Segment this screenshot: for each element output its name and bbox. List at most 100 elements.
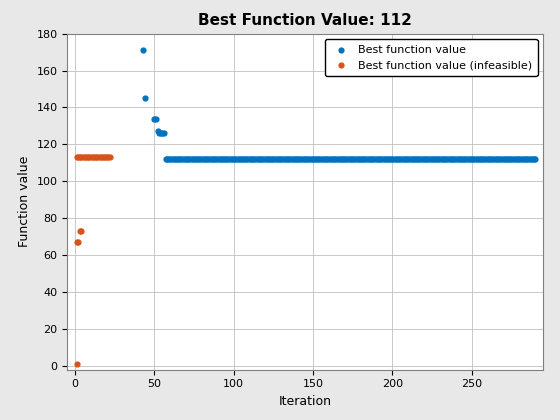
Best function value <box>244 156 253 163</box>
Best function value <box>255 156 264 163</box>
Best function value <box>488 156 497 163</box>
Best function value <box>263 156 272 163</box>
Best function value <box>497 156 506 163</box>
Best function value <box>251 156 260 163</box>
Best function value <box>302 156 311 163</box>
Best function value <box>334 156 343 163</box>
Best function value <box>228 156 237 163</box>
Best function value <box>388 156 397 163</box>
Best function value <box>417 156 426 163</box>
Best function value <box>315 156 324 163</box>
Best function value <box>398 156 407 163</box>
Best function value <box>434 156 443 163</box>
Best function value <box>335 156 344 163</box>
Best function value <box>316 156 325 163</box>
Best function value <box>391 156 400 163</box>
Best function value <box>518 156 527 163</box>
Best function value (infeasible) <box>93 154 102 161</box>
Best function value <box>415 156 424 163</box>
Best function value <box>475 156 484 163</box>
Best function value <box>461 156 470 163</box>
Best function value <box>528 156 536 163</box>
Best function value <box>369 156 378 163</box>
Best function value <box>328 156 337 163</box>
Best function value <box>451 156 460 163</box>
Best function value <box>502 156 511 163</box>
Best function value <box>447 156 456 163</box>
Point <box>141 95 150 102</box>
Best function value <box>268 156 277 163</box>
Best function value <box>301 156 310 163</box>
Best function value <box>163 156 172 163</box>
Best function value <box>312 156 321 163</box>
Best function value <box>467 156 476 163</box>
Best function value <box>218 156 227 163</box>
Best function value <box>420 156 429 163</box>
Legend: Best function value, Best function value (infeasible): Best function value, Best function value… <box>325 39 538 76</box>
Best function value <box>283 156 292 163</box>
Best function value <box>363 156 372 163</box>
Best function value <box>521 156 530 163</box>
Best function value <box>307 156 316 163</box>
Best function value <box>491 156 500 163</box>
Best function value <box>402 156 411 163</box>
Best function value <box>175 156 184 163</box>
Point <box>72 239 81 246</box>
Best function value <box>400 156 409 163</box>
Best function value <box>353 156 362 163</box>
Best function value <box>348 156 357 163</box>
Best function value <box>499 156 508 163</box>
Best function value <box>314 156 323 163</box>
Best function value <box>288 156 297 163</box>
Best function value <box>469 156 478 163</box>
Best function value <box>202 156 211 163</box>
Best function value <box>280 156 289 163</box>
Best function value <box>382 156 391 163</box>
Best function value <box>198 156 207 163</box>
Best function value (infeasible) <box>83 154 92 161</box>
Best function value <box>426 156 435 163</box>
Best function value <box>321 156 330 163</box>
Best function value <box>185 156 194 163</box>
Best function value <box>405 156 414 163</box>
Best function value <box>354 156 363 163</box>
Best function value <box>269 156 278 163</box>
Best function value <box>515 156 524 163</box>
Best function value <box>190 156 199 163</box>
Best function value <box>428 156 437 163</box>
Point <box>152 115 161 122</box>
Best function value <box>493 156 502 163</box>
Best function value <box>361 156 370 163</box>
Y-axis label: Function value: Function value <box>18 156 31 247</box>
Best function value <box>339 156 348 163</box>
Best function value <box>352 156 361 163</box>
Best function value <box>253 156 262 163</box>
Best function value <box>272 156 281 163</box>
Best function value <box>192 156 200 163</box>
Best function value <box>514 156 522 163</box>
Best function value <box>371 156 380 163</box>
Best function value <box>181 156 190 163</box>
Best function value <box>413 156 422 163</box>
Best function value <box>526 156 535 163</box>
Best function value <box>394 156 403 163</box>
Point <box>74 239 83 246</box>
Best function value <box>366 156 375 163</box>
Point <box>155 130 164 136</box>
Best function value <box>512 156 521 163</box>
Best function value <box>412 156 421 163</box>
Best function value <box>277 156 286 163</box>
Best function value <box>206 156 214 163</box>
Best function value (infeasible) <box>76 154 85 161</box>
Best function value <box>520 156 529 163</box>
Best function value <box>375 156 384 163</box>
Best function value <box>337 156 346 163</box>
Best function value <box>318 156 327 163</box>
Point <box>153 128 162 135</box>
Best function value <box>374 156 382 163</box>
Best function value <box>231 156 240 163</box>
Best function value <box>439 156 448 163</box>
Best function value <box>259 156 268 163</box>
Best function value <box>169 156 178 163</box>
Best function value <box>383 156 392 163</box>
